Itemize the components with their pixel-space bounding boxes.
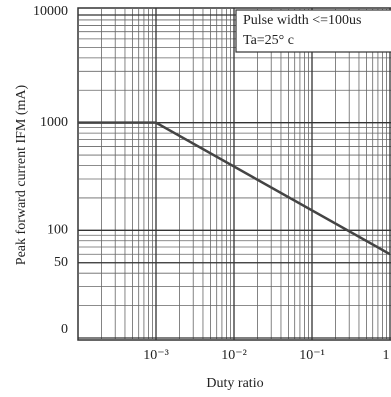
x-tick-label: 10⁻² [221, 348, 247, 363]
x-axis-label: Duty ratio [206, 376, 263, 391]
y-axis-label: Peak forward current IFM (mA) [14, 84, 29, 265]
y-tick-label: 10000 [33, 4, 68, 19]
y-tick-label: 50 [54, 255, 68, 270]
y-tick-label: 100 [47, 223, 68, 238]
x-tick-label: 1 [383, 348, 390, 363]
x-tick-label: 10⁻³ [143, 348, 169, 363]
annotation: Pulse width <=100us [243, 13, 361, 28]
annotation-box [235, 9, 391, 53]
data-line [78, 121, 391, 256]
y-tick-label: 0 [61, 322, 68, 337]
x-tick-label: 10⁻¹ [299, 348, 325, 363]
annotation: Ta=25° c [243, 33, 294, 48]
y-tick-label: 1000 [40, 115, 68, 130]
